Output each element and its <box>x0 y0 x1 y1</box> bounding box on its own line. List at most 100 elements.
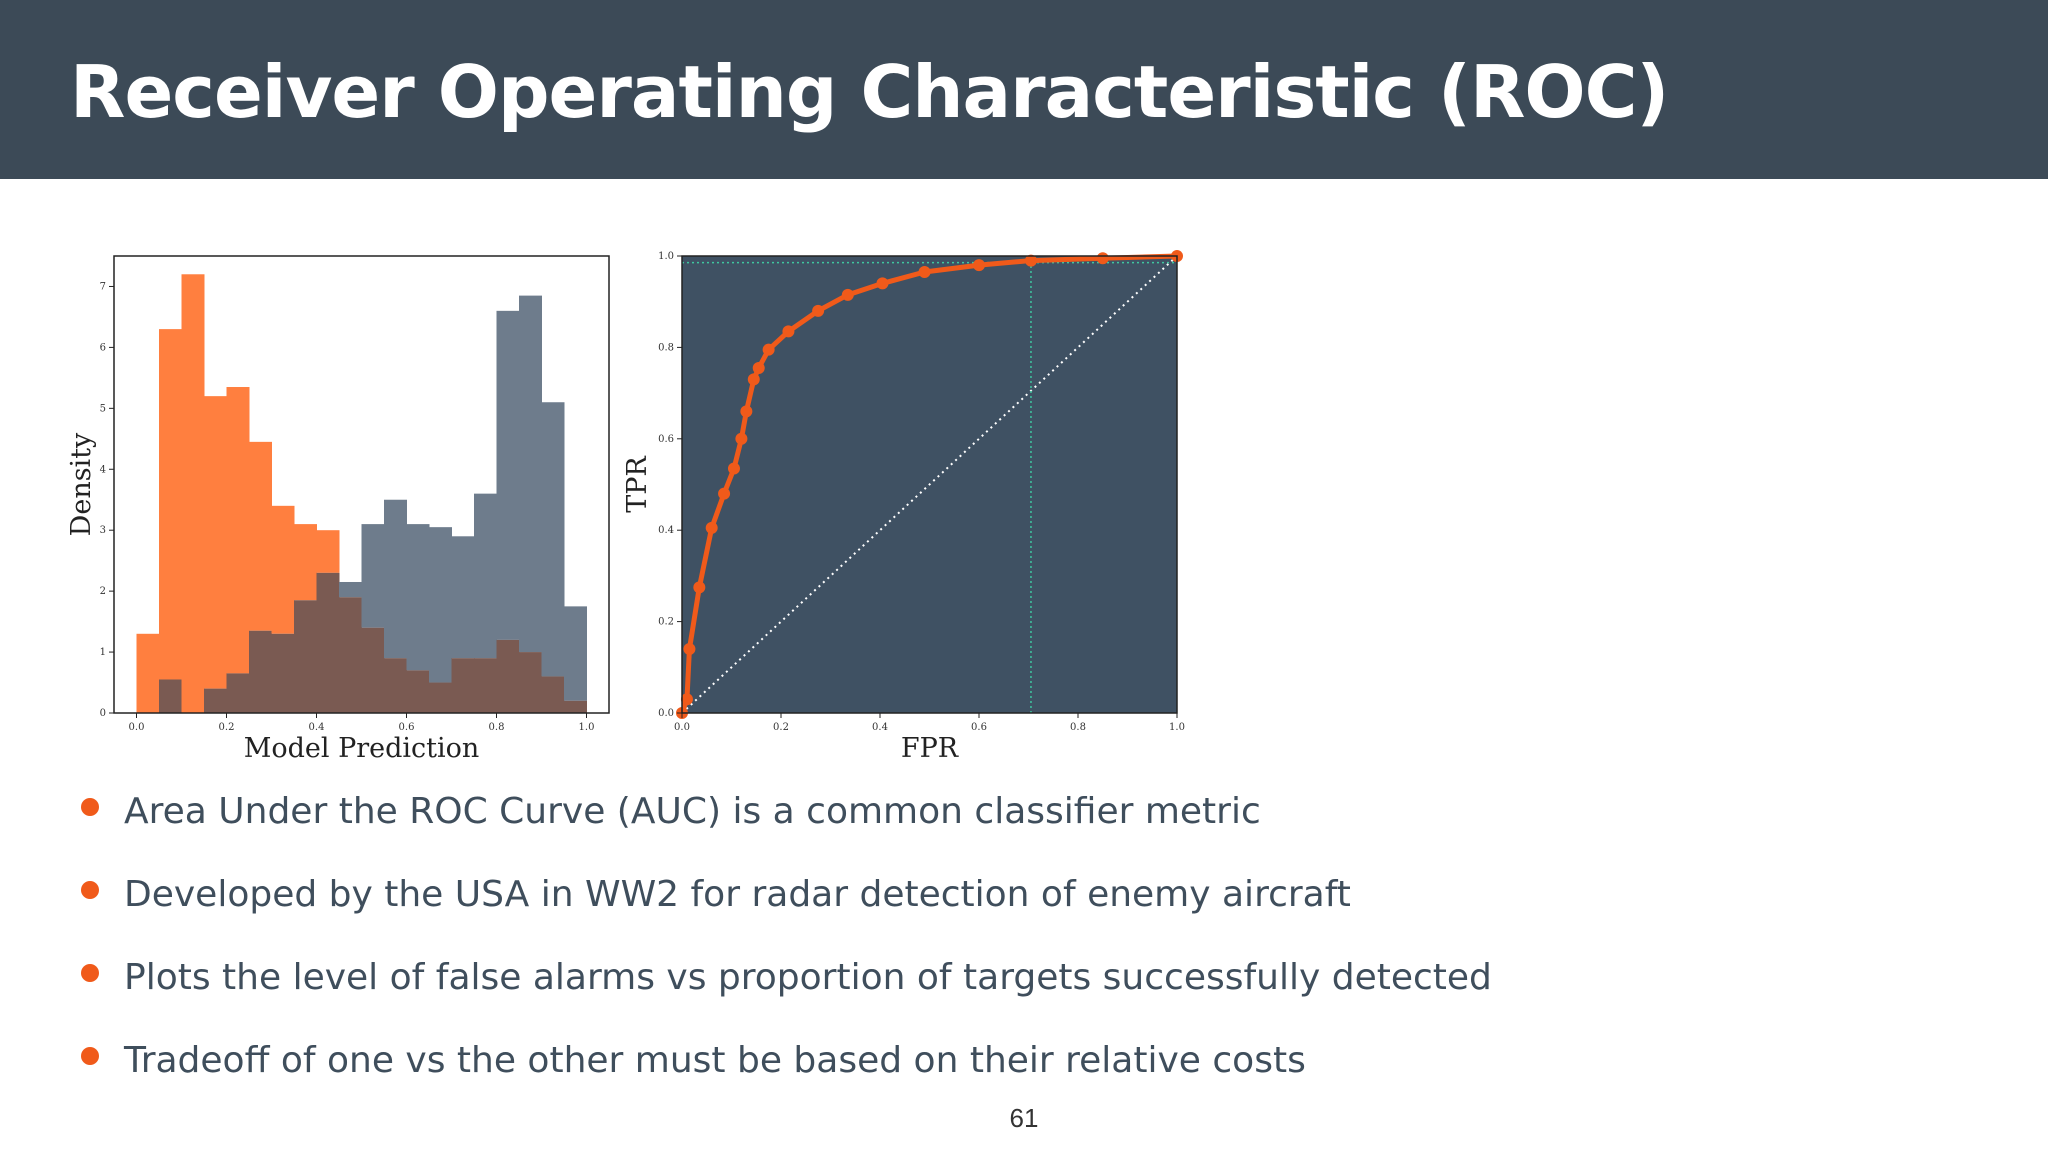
histogram-bar-overlap <box>226 673 250 713</box>
bullet-text: Plots the level of false alarms vs propo… <box>124 957 1492 998</box>
bullet-item: Developed by the USA in WW2 for radar de… <box>0 863 1600 923</box>
histogram-bar-overlap <box>271 633 295 713</box>
histogram-bar-overlap <box>564 700 587 713</box>
histogram-bar <box>271 505 295 634</box>
y-tick-label: 0.6 <box>658 434 674 445</box>
x-tick-label: 0.4 <box>872 722 888 733</box>
roc-point <box>841 288 854 301</box>
x-tick-label: 1.0 <box>1169 722 1185 733</box>
y-tick-label: 0.8 <box>658 342 674 353</box>
histogram-bar-overlap <box>474 658 497 713</box>
roc-frame <box>681 255 1178 714</box>
histogram-bar <box>294 524 317 601</box>
histogram-bar <box>361 524 385 628</box>
histogram-bar <box>316 530 340 573</box>
histogram-chart: 0.0 0.2 0.4 0.6 0.8 1.0 0 1 2 3 4 5 6 7 Model Predicti… <box>66 255 610 764</box>
histogram-frame <box>113 255 610 714</box>
y-tick-label: 2 <box>100 586 106 597</box>
x-tick-label: 0.6 <box>399 722 415 733</box>
histogram-bar-overlap <box>249 630 272 713</box>
x-axis-label: FPR <box>901 733 959 764</box>
x-tick-label: 0.6 <box>971 722 987 733</box>
diagonal-reference-line <box>681 255 1178 714</box>
x-tick-label: 0.2 <box>773 722 789 733</box>
histogram-bar-overlap <box>339 597 362 713</box>
histogram-bar <box>159 329 182 680</box>
roc-point <box>740 405 753 418</box>
roc-point <box>752 361 765 374</box>
histogram-bar <box>339 581 362 598</box>
bullet-dot-icon <box>81 798 99 816</box>
histogram-bar <box>181 274 205 713</box>
histogram-bar-overlap <box>316 572 340 713</box>
histogram-bar-overlap <box>429 682 452 713</box>
y-tick-label: 0.2 <box>658 617 674 628</box>
y-tick-label: 1 <box>100 647 106 658</box>
x-tick-label: 0.8 <box>489 722 505 733</box>
bullet-item: Area Under the ROC Curve (AUC) is a comm… <box>0 780 1600 840</box>
y-tick-label: 6 <box>100 342 106 353</box>
y-tick-label: 7 <box>100 281 106 292</box>
x-tick-label: 1.0 <box>579 722 595 733</box>
bullet-item: Tradeoff of one vs the other must be bas… <box>0 1029 1600 1089</box>
bullet-text: Tradeoff of one vs the other must be bas… <box>124 1040 1306 1081</box>
histogram-bar-overlap <box>541 676 565 713</box>
roc-point <box>812 304 825 317</box>
histogram-bar-overlap <box>496 639 520 713</box>
roc-point <box>876 277 889 290</box>
histogram-bar <box>226 387 250 674</box>
y-tick-label: 0 <box>100 708 106 719</box>
bullet-text: Developed by the USA in WW2 for radar de… <box>124 874 1351 915</box>
x-axis-label: Model Prediction <box>244 733 480 764</box>
y-tick-label: 4 <box>100 464 106 475</box>
histogram-bar-overlap <box>406 670 430 713</box>
page-number: 61 <box>1009 1103 1039 1133</box>
histogram-bar-overlap <box>159 679 182 713</box>
histogram-bar <box>249 441 272 631</box>
histogram-bar-overlap <box>384 658 407 713</box>
y-axis-label: TPR <box>622 456 653 513</box>
roc-point <box>973 259 985 272</box>
histogram-bar <box>429 527 452 683</box>
roc-point <box>782 325 795 338</box>
y-tick-label: 0.4 <box>658 525 674 536</box>
y-tick-label: 0.0 <box>658 708 674 719</box>
histogram-bar-overlap <box>361 627 385 713</box>
histogram-bar <box>406 524 430 671</box>
slide-title: Receiver Operating Characteristic (ROC) <box>70 50 1669 134</box>
histogram-bar-overlap <box>519 652 542 713</box>
histogram-bar <box>541 402 565 677</box>
histogram-bar <box>564 606 587 701</box>
roc-point <box>680 693 693 706</box>
bullet-dot-icon <box>81 1047 99 1065</box>
title-bar: Receiver Operating Characteristic (ROC) <box>0 0 2048 179</box>
x-tick-label: 0.4 <box>309 722 325 733</box>
histogram-bar <box>474 493 497 659</box>
roc-point <box>705 521 718 534</box>
roc-point <box>693 581 706 594</box>
bullet-dot-icon <box>81 964 99 982</box>
roc-point <box>718 487 731 500</box>
roc-point <box>918 265 931 278</box>
y-tick-label: 3 <box>100 525 106 536</box>
x-tick-label: 0.0 <box>129 722 145 733</box>
roc-point <box>1096 252 1109 265</box>
y-axis-label: Density <box>66 432 97 536</box>
histogram-bar <box>136 633 160 713</box>
histogram-bar <box>204 396 227 689</box>
y-tick-label: 5 <box>100 403 106 414</box>
y-tick-label: 1.0 <box>658 251 674 262</box>
roc-point <box>1024 254 1037 267</box>
histogram-bar-overlap <box>294 600 317 713</box>
x-tick-label: 0.8 <box>1070 722 1086 733</box>
x-tick-label: 0.2 <box>219 722 235 733</box>
bullet-text: Area Under the ROC Curve (AUC) is a comm… <box>124 791 1261 832</box>
histogram-bar <box>496 310 520 640</box>
bullet-item: Plots the level of false alarms vs propo… <box>0 946 1600 1006</box>
histogram-bar <box>384 499 407 659</box>
histogram-bar <box>519 295 542 653</box>
roc-point <box>735 432 748 445</box>
roc-point <box>747 373 760 386</box>
